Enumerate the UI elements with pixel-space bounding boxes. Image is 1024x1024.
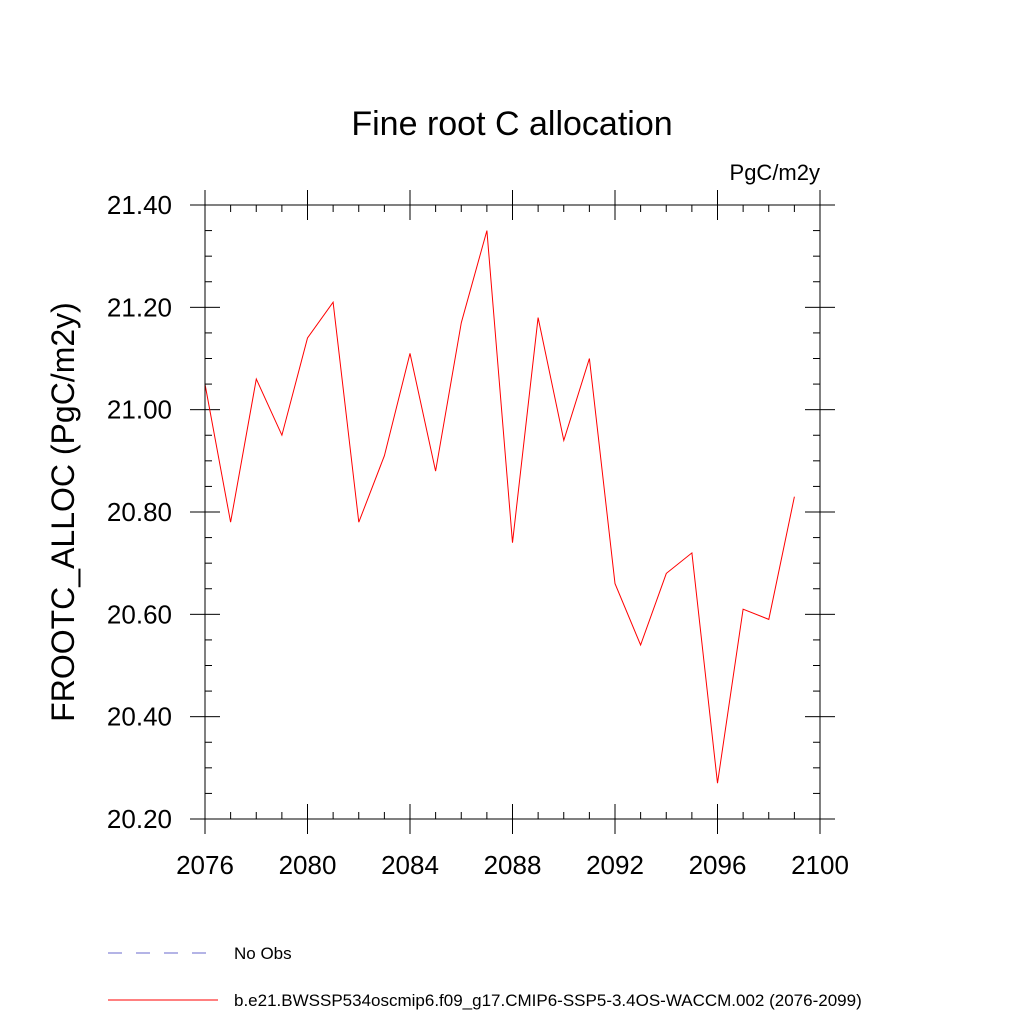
x-tick-label: 2100 <box>791 850 849 880</box>
series-line <box>204 230 795 784</box>
y-tick-label: 20.60 <box>107 599 172 629</box>
y-tick-label: 21.00 <box>107 395 172 425</box>
y-tick-label: 20.40 <box>107 702 172 732</box>
units-label: PgC/m2y <box>730 160 820 185</box>
x-tick-label: 2088 <box>484 850 542 880</box>
y-tick-label: 21.40 <box>107 190 172 220</box>
y-tick-label: 20.20 <box>107 804 172 834</box>
x-tick-labels: 2076 2080 2084 2088 2092 2096 2100 <box>176 850 849 880</box>
legend-model-label: b.e21.BWSSP534oscmip6.f09_g17.CMIP6-SSP5… <box>234 991 862 1010</box>
series-layer <box>204 230 795 784</box>
legend: No Obs b.e21.BWSSP534oscmip6.f09_g17.CMI… <box>108 944 862 1010</box>
x-tick-label: 2080 <box>279 850 337 880</box>
y-tick-labels: 20.20 20.40 20.60 20.80 21.00 21.20 21.40 <box>107 190 172 834</box>
y-axis-label: FROOTC_ALLOC (PgC/m2y) <box>45 302 81 722</box>
y-tick-label: 20.80 <box>107 497 172 527</box>
x-tick-label: 2076 <box>176 850 234 880</box>
legend-no-obs-label: No Obs <box>234 944 292 963</box>
tick-marks <box>190 190 835 834</box>
plot-frame <box>204 204 821 820</box>
x-tick-label: 2092 <box>586 850 644 880</box>
y-tick-label: 21.20 <box>107 292 172 322</box>
chart-title: Fine root C allocation <box>351 105 672 143</box>
x-tick-label: 2096 <box>689 850 747 880</box>
x-tick-label: 2084 <box>381 850 439 880</box>
